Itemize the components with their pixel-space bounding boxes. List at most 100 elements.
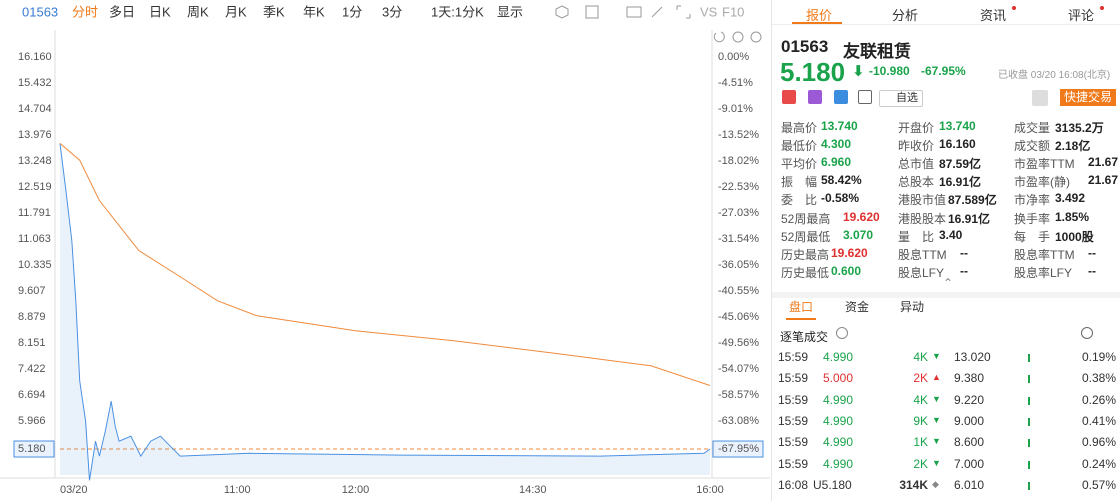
stat-label: 振 幅 [781, 175, 818, 190]
stat-value: 16.91亿 [948, 211, 991, 226]
trade-time: 15:59 [778, 392, 809, 407]
y2-tick-label: -13.52% [718, 129, 759, 141]
y2-tick-label: -4.51% [718, 77, 753, 89]
zoom-icons[interactable] [713, 31, 762, 43]
checkbox[interactable] [585, 5, 599, 19]
trade-price: 4.990 [823, 413, 854, 428]
zoom-in[interactable] [750, 31, 762, 43]
stat-value: 21.67 [1088, 155, 1119, 170]
toolbar-tab[interactable]: 1分 [342, 4, 362, 19]
stat-value: 3.40 [939, 227, 963, 242]
panel-tab[interactable]: 资讯 [980, 8, 1007, 23]
camera[interactable] [626, 6, 642, 18]
toolbar-tab[interactable]: 周K [187, 4, 209, 19]
stat-label: 市盈率TTM [1014, 157, 1075, 172]
toolbar-tab[interactable]: 月K [225, 4, 247, 19]
trade-volume: 1K [913, 435, 928, 450]
toolbar-extra: F10 [722, 4, 744, 19]
fullscreen[interactable] [676, 5, 691, 19]
trade-button[interactable]: 快捷交易 [1060, 89, 1117, 106]
stat-label: 成交量 [1014, 121, 1051, 135]
trade-amount: 6.010 [954, 477, 985, 492]
stat-label: 市净率 [1014, 193, 1051, 208]
y-tick-label: 12.519 [18, 181, 52, 193]
quote-pct: -67.95% [921, 64, 966, 78]
toolbar-icons[interactable] [555, 5, 691, 19]
stat-label: 港股股本 [898, 211, 947, 226]
quote-panel: ⌃ 报价 分析 资讯 评论 01563 友联租赁 5.180 ⬇ -10.980 -67.95% 已… [771, 0, 1120, 501]
stat-value: 16.160 [939, 137, 976, 152]
stat-value: 0.600 [831, 263, 862, 278]
trade-amount: 13.020 [954, 350, 991, 364]
trade-ratio: 0.96% [1081, 435, 1116, 450]
stat-value: 6.960 [821, 155, 852, 170]
notify-dot [1012, 6, 1016, 10]
trade-direction: ◆ [932, 478, 939, 489]
trade-ratio: 0.41% [1081, 413, 1116, 428]
trade-time: 16:08 [778, 477, 809, 492]
trades-title: 逐笔成交 [780, 330, 829, 344]
toolbar-tab[interactable]: 3分 [382, 4, 402, 19]
stat-label: 港股市值 [898, 193, 947, 208]
watch-button[interactable]: 自选 [879, 90, 923, 107]
stat-label: 股息TTM [898, 247, 947, 262]
stat-value: -- [960, 245, 968, 260]
stat-label: 股息LFY [898, 265, 945, 280]
trade-direction: ▼ [932, 414, 941, 425]
trade-direction: ▼ [932, 393, 941, 404]
y2-tick-label: -67.95% [718, 443, 759, 455]
panel-tab[interactable]: 分析 [892, 8, 919, 23]
stat-value: 4.300 [821, 137, 852, 152]
stat-label: 52周最高 [781, 211, 831, 226]
stat-value: 58.42% [821, 173, 862, 188]
reset[interactable] [713, 31, 725, 43]
stat-value: 3.070 [843, 227, 874, 242]
x-tick-label: 14:30 [519, 484, 547, 496]
trade-price: 5.000 [823, 371, 854, 386]
trade-price: 4.990 [823, 350, 854, 364]
stat-value: 1.85% [1055, 209, 1090, 224]
alert-button[interactable] [1032, 90, 1048, 106]
stat-value: 87.59亿 [939, 157, 982, 172]
stat-value: -- [960, 263, 968, 278]
badge [808, 90, 822, 104]
price-area [60, 143, 710, 481]
toolbar-tab[interactable]: 1天:1分K [431, 4, 484, 19]
stat-value: -- [1088, 263, 1096, 278]
section-divider [772, 292, 1120, 298]
quote-status: 已收盘 03/20 16:08(北京) [998, 70, 1111, 81]
panel-tab[interactable]: 报价 [806, 8, 833, 23]
settings[interactable] [555, 5, 569, 19]
y-tick-label: 11.063 [18, 233, 51, 245]
stat-label: 昨收价 [898, 139, 935, 154]
quote-name: 友联租赁 [843, 42, 911, 61]
stat-value: 19.620 [843, 209, 880, 224]
subtab[interactable]: 盘口 [789, 300, 814, 314]
collapse-arrow[interactable]: ⌃ [943, 276, 954, 290]
trade-time: 15:59 [778, 350, 809, 364]
subtab[interactable]: 资金 [845, 300, 870, 314]
trade-bar [1028, 354, 1030, 362]
quote-price: 5.180 [780, 57, 846, 87]
y2-tick-label: -63.08% [718, 415, 759, 427]
more-button[interactable] [1081, 327, 1093, 339]
pct-highlight [712, 440, 764, 458]
toolbar-tab[interactable]: 年K [303, 4, 325, 19]
toolbar-tab[interactable]: 多日 [109, 4, 135, 19]
stat-value: 16.91亿 [939, 175, 982, 190]
pen[interactable] [651, 6, 663, 18]
subtab[interactable]: 异动 [900, 300, 925, 314]
toolbar-tab[interactable]: 日K [149, 4, 171, 19]
toolbar-tab[interactable]: 分时 [72, 4, 98, 19]
trade-amount: 9.380 [954, 371, 985, 386]
zoom-out[interactable] [732, 31, 744, 43]
toolbar-tab[interactable]: 显示 [497, 4, 523, 19]
trade-ratio: 0.57% [1081, 477, 1116, 492]
panel-tab[interactable]: 评论 [1068, 8, 1095, 23]
stat-label: 市盈率(静) [1014, 175, 1070, 190]
y-tick-label: 16.160 [18, 51, 52, 63]
toolbar-tab[interactable]: 季K [263, 4, 285, 19]
y-tick-label: 13.248 [18, 155, 52, 167]
trade-direction: ▼ [932, 436, 941, 447]
stat-value: 13.740 [939, 119, 976, 133]
